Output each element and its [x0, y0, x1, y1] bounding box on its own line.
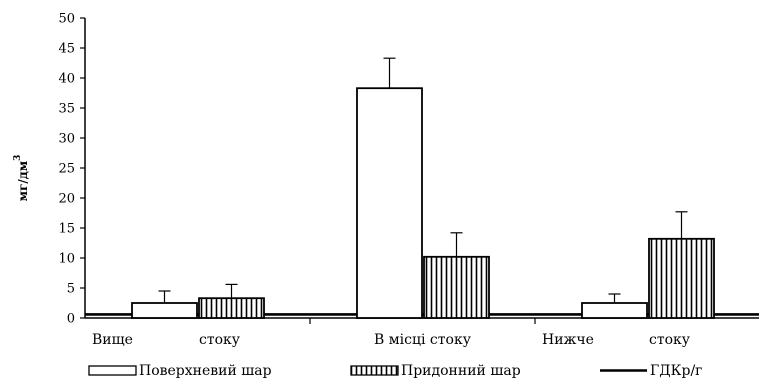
y-axis-label-superscript: 3 — [13, 155, 23, 161]
y-tick-label: 30 — [58, 132, 75, 147]
category-label: В місці стоку — [374, 332, 472, 348]
legend-swatch-surface — [88, 365, 137, 376]
legend-label-gdk: ГДКр/г — [650, 363, 703, 379]
y-tick-label: 35 — [58, 102, 75, 117]
bar-bottom — [648, 237, 715, 319]
category-label-part: стоку — [649, 332, 691, 348]
legend-label-surface: Поверхневий шар — [139, 363, 272, 379]
category-labels: Вище стоку В місці стоку Нижче стоку — [92, 332, 691, 348]
bar-bottom — [423, 255, 490, 319]
legend-label-bottom: Придонний шар — [401, 363, 521, 379]
y-tick-label: 0 — [67, 312, 75, 327]
legend-swatch-bottom — [350, 365, 399, 376]
error-bars — [158, 57, 688, 303]
category-label-part: Нижче — [542, 332, 594, 348]
y-tick-label: 45 — [58, 42, 75, 57]
y-tick-label: 50 — [58, 12, 75, 27]
bar-surface — [581, 302, 648, 319]
bars — [131, 87, 715, 319]
y-tick-label: 25 — [58, 162, 75, 177]
category-label-part: Вище — [92, 332, 133, 348]
x-ticks — [309, 318, 536, 324]
y-tick-label: 5 — [67, 282, 75, 297]
legend: Поверхневий шар Придонний шар ГДКр/г — [88, 363, 703, 379]
y-axis-label: мг/дм3 — [13, 155, 30, 202]
y-axis-label-text: мг/дм — [16, 160, 30, 201]
y-ticks: 0 5 10 15 20 25 30 35 40 45 50 — [58, 12, 85, 327]
category-label-part: стоку — [199, 332, 241, 348]
bar-surface — [356, 87, 423, 319]
y-tick-label: 15 — [58, 222, 75, 237]
y-tick-label: 10 — [58, 252, 75, 267]
bar-bottom — [198, 297, 265, 319]
y-tick-label: 40 — [58, 72, 75, 87]
y-tick-label: 20 — [58, 192, 75, 207]
bar-surface — [131, 302, 198, 319]
